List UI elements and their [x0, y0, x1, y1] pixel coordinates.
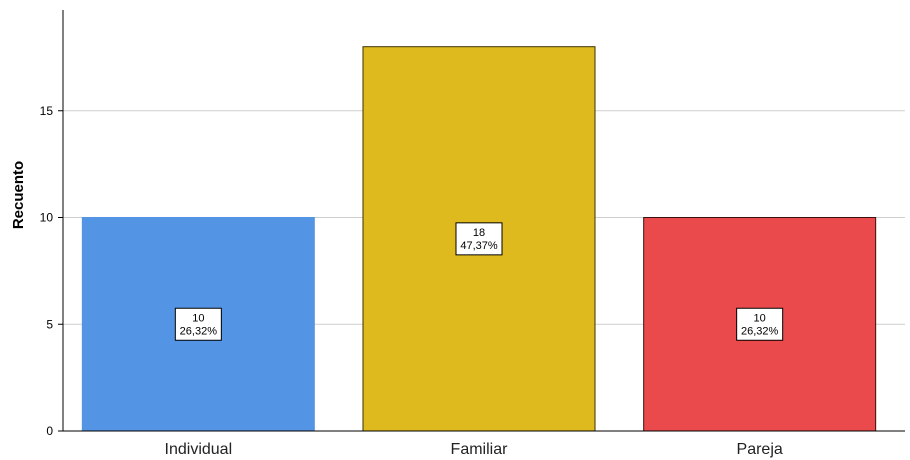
data-label-box: [174, 307, 222, 341]
x-tick-label: Pareja: [737, 441, 783, 458]
data-label-box: [455, 222, 503, 256]
data-label-count: 10: [192, 312, 204, 324]
x-tick-label: Familiar: [451, 441, 509, 458]
y-tick-label: 5: [46, 317, 53, 331]
x-tick-label: Individual: [165, 441, 233, 458]
data-label-percent: 26,32%: [180, 325, 218, 337]
data-label-count: 18: [473, 227, 485, 239]
data-label-percent: 26,32%: [741, 325, 779, 337]
y-axis-title: Recuento: [10, 161, 27, 229]
y-tick-label: 15: [40, 104, 54, 118]
y-ticks: 0 5 10 15: [40, 104, 63, 438]
data-label-count: 10: [754, 312, 766, 324]
x-category-labels: Individual Familiar Pareja: [165, 441, 783, 458]
axes: [62, 10, 905, 432]
y-tick-label: 10: [40, 211, 54, 225]
data-label-box: [736, 307, 784, 341]
y-tick-label: 0: [46, 424, 53, 438]
data-label-percent: 47,37%: [460, 240, 498, 252]
